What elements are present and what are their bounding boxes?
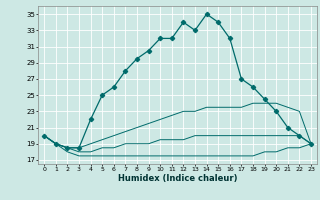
X-axis label: Humidex (Indice chaleur): Humidex (Indice chaleur) <box>118 174 237 183</box>
